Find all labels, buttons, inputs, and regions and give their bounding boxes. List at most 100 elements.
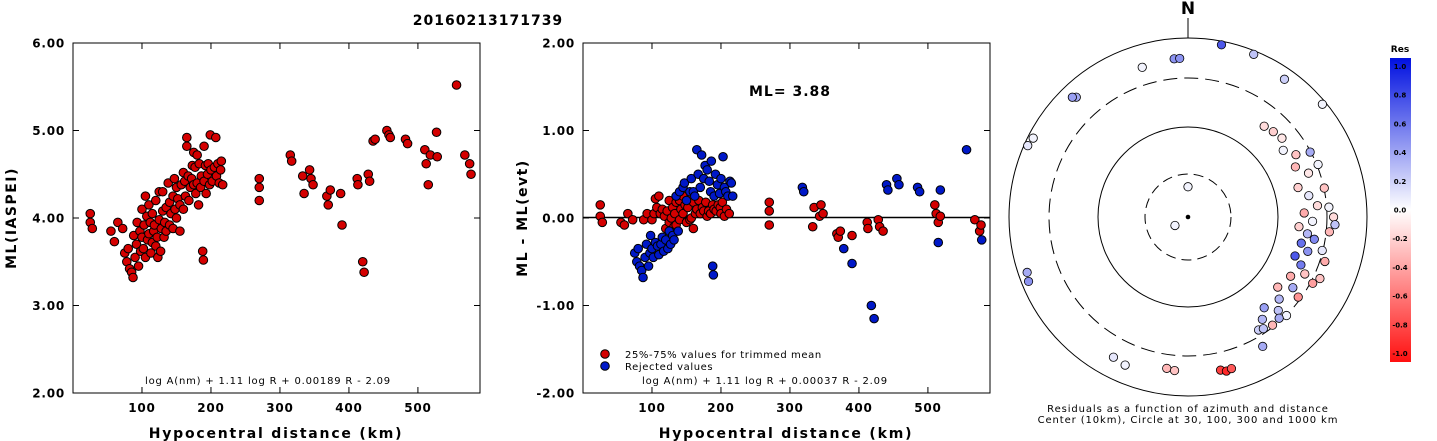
x-tick-label: 200 [197,401,224,415]
data-point [335,188,346,199]
trimmed-point [627,214,638,225]
ring-30km [1144,173,1232,261]
data-point [353,179,363,190]
data-point [117,223,128,234]
station-marker [1273,282,1283,292]
y-tick-label: 5.00 [32,124,65,138]
data-point [150,195,161,206]
rejected-point [894,179,904,190]
formula-label: log A(nm) + 1.11 log R + 0.00189 R - 2.0… [145,376,391,387]
trimmed-point [595,200,606,210]
station-marker [1317,245,1327,256]
colorbar-tick-label: 0.4 [1394,149,1407,157]
data-point [184,195,194,206]
data-point [215,165,226,175]
station-marker [1023,141,1033,151]
rejected-point [976,235,987,245]
station-marker [1022,267,1032,277]
station-marker [1175,53,1185,64]
trimmed-point [816,200,826,210]
y-tick-label: 0.00 [542,212,575,226]
data-point [138,243,149,254]
rejected-point [883,185,893,195]
rejected-point [726,178,737,188]
trimmed-point [717,197,728,208]
trimmed-point [930,200,940,210]
data-point [297,171,308,181]
y-axis-label: ML(IASPEI) [4,167,20,269]
rejected-point [702,165,712,175]
rejected-point [706,156,717,166]
data-point [421,158,431,169]
data-point [254,173,265,184]
station-marker [1296,260,1306,270]
ring-300km [1048,77,1328,357]
colorbar-tick-label: -0.4 [1392,264,1407,272]
panel-azimuth-distance: N Residuals as a function of azimuth and… [1008,0,1368,426]
station-marker [1328,212,1339,222]
data-point [182,132,192,143]
y-tick-label: -1.00 [536,299,575,313]
data-point [217,179,228,190]
station-marker [1137,62,1147,72]
x-tick-label: 500 [914,401,941,415]
colorbar-tick-label: 0.6 [1394,120,1407,128]
trimmed-point [863,223,873,234]
rejected-point [645,230,656,241]
station-marker [1169,365,1180,376]
station-marker [1320,256,1330,267]
rejected-point [847,258,857,269]
station-marker [1290,251,1300,261]
rejected-point [638,272,648,283]
station-marker [1259,303,1269,313]
data-point [193,200,204,210]
station-marker [1317,99,1327,109]
station-marker [1183,182,1193,192]
epicenter-dot [1185,214,1191,220]
colorbar-tick-label: -0.2 [1392,235,1407,243]
colorbar-gradient [1390,58,1411,362]
y-tick-label: 4.00 [32,212,65,226]
station-marker [1324,227,1334,237]
rejected-point [681,195,692,206]
station-marker [1023,276,1034,287]
data-point [157,186,168,197]
station-marker [1302,229,1313,239]
data-point [254,195,265,206]
x-tick-label: 200 [707,401,734,415]
trimmed-point [818,208,828,219]
legend-marker-trimmed [600,349,610,359]
station-marker [1300,269,1310,279]
station-marker [1330,220,1340,230]
data-point [451,80,462,90]
y-tick-label: 2.00 [32,387,65,401]
station-marker [1291,150,1301,160]
legend: 25%-75% values for trimmed mean Rejected… [600,349,821,373]
station-marker [1294,222,1304,232]
data-point [466,169,476,180]
plot-frame [72,42,481,394]
x-tick-label: 400 [845,401,872,415]
data-point [147,208,158,219]
trimmed-point [724,208,735,219]
y-tick-label: 3.00 [32,299,65,313]
rejected-point [679,178,690,188]
rejected-point [838,243,849,254]
station-marker [1278,145,1288,155]
rejected-point [633,243,643,254]
data-point [357,256,368,267]
axis-ticks: 100 200 300 400 500 2.00 3.00 4.00 5.00 6.00 [32,37,480,415]
x-tick-label: 400 [335,401,362,415]
station-marker [1303,168,1314,178]
ml-annotation: ML= 3.88 [749,84,831,100]
station-marker [1268,127,1278,137]
caption-line-2: Center (10km), Circle at 30, 100, 300 an… [1038,415,1339,426]
data-point [254,182,265,193]
data-point [169,173,180,184]
data-point [286,156,297,166]
formula-label: log A(nm) + 1.11 log R + 0.00037 R - 2.0… [642,376,888,387]
data-point [464,158,475,169]
station-marker [1028,133,1038,143]
x-tick-label: 500 [404,401,431,415]
event-id-title: 20160213171739 [413,13,563,29]
